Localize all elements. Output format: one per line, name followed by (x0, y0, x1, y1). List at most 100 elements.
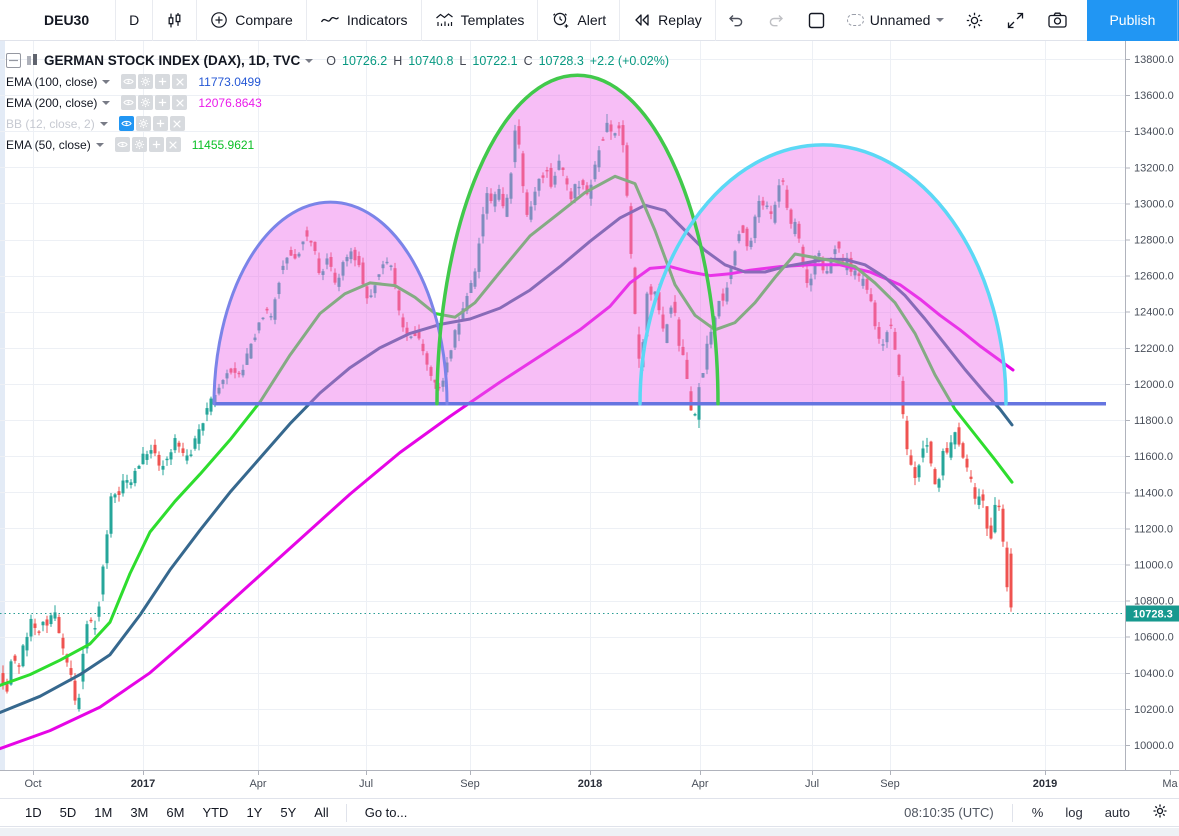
chevron-down-icon (102, 100, 111, 105)
indicator-settings-button[interactable] (138, 74, 154, 89)
divider (1011, 803, 1013, 822)
indicator-label[interactable]: EMA (100, close) (6, 74, 98, 89)
indicator-label[interactable]: BB (12, close, 2) (6, 116, 95, 131)
price-tick-label: 11600.0 (1134, 451, 1173, 463)
candlestick-icon (166, 12, 183, 29)
price-tick-label: 11200.0 (1134, 523, 1173, 535)
low-label: L (459, 53, 467, 68)
indicator-buttons (114, 137, 181, 152)
pattern-arc-left-shoulder[interactable] (212, 200, 449, 406)
layout-square-icon (807, 11, 826, 30)
indicator-remove-button[interactable] (172, 74, 188, 89)
alert-clock-icon (551, 11, 570, 30)
indicator-settings-button[interactable] (135, 116, 151, 131)
chevron-down-icon (99, 121, 108, 126)
divider (619, 0, 621, 41)
object-tree-icon[interactable] (6, 53, 21, 68)
toggle-visibility-button[interactable] (118, 116, 134, 131)
ema-line-50[interactable] (0, 174, 1014, 687)
open-label: O (326, 53, 337, 68)
symbol-button[interactable]: DEU30 (44, 12, 90, 28)
replay-button[interactable]: Replay (620, 0, 715, 41)
indicator-remove-button[interactable] (165, 137, 181, 152)
current-price-value: 10728.3 (1133, 609, 1173, 621)
indicator-buttons (121, 74, 188, 89)
range-button-all[interactable]: All (314, 805, 329, 820)
chart-left-edge (0, 41, 5, 770)
series-title[interactable]: GERMAN STOCK INDEX (DAX), 1D, TVC (44, 53, 301, 68)
alert-button[interactable]: Alert (538, 0, 619, 41)
axis-settings-button[interactable] (1141, 803, 1179, 822)
indicator-add-button[interactable] (155, 74, 171, 89)
auto-scale-button[interactable]: auto (1104, 805, 1130, 820)
indicator-value: 11455.9621 (191, 137, 255, 152)
pattern-arc-right-shoulder[interactable] (638, 143, 1008, 406)
range-button-ytd[interactable]: YTD (202, 805, 229, 820)
ema-line-100[interactable] (0, 203, 1014, 714)
top-toolbar-right: Unnamed (796, 0, 1179, 41)
log-scale-button[interactable]: log (1065, 805, 1083, 820)
pattern-fill[interactable] (214, 75, 1006, 404)
range-button-1d[interactable]: 1D (25, 805, 42, 820)
low-value: 10722.1 (472, 53, 518, 68)
replay-label: Replay (658, 12, 702, 28)
indicator-row: EMA (100, close) 11773.0499 (6, 71, 669, 92)
chart-style-button[interactable] (153, 0, 196, 41)
range-button-1y[interactable]: 1Y (246, 805, 263, 820)
undo-button[interactable] (716, 0, 756, 41)
screenshot-button[interactable] (1036, 0, 1079, 41)
price-tick-label: 13000.0 (1134, 198, 1174, 210)
price-tick-label: 13600.0 (1134, 90, 1174, 102)
indicator-settings-button[interactable] (131, 137, 147, 152)
indicators-button[interactable]: Indicators (307, 0, 421, 41)
toggle-visibility-button[interactable] (121, 95, 137, 110)
fullscreen-button[interactable] (995, 0, 1036, 41)
range-button-5y[interactable]: 5Y (280, 805, 297, 820)
toggle-visibility-button[interactable] (121, 74, 137, 89)
price-tick-label: 10400.0 (1134, 668, 1174, 680)
goto-button[interactable]: Go to... (364, 805, 408, 820)
time-tick-label: Apr (691, 778, 708, 790)
time-tick-label: Jul (805, 778, 819, 790)
pattern-arc-head[interactable] (435, 73, 720, 406)
percent-scale-button[interactable]: % (1031, 805, 1044, 820)
range-button-1m[interactable]: 1M (94, 805, 113, 820)
indicator-remove-button[interactable] (169, 116, 185, 131)
indicator-label[interactable]: EMA (200, close) (6, 95, 98, 110)
redo-button[interactable] (756, 0, 796, 41)
time-tick-label: 2019 (1033, 778, 1057, 790)
compare-button[interactable]: Compare (197, 0, 306, 41)
publish-button[interactable]: Publish (1109, 12, 1156, 28)
indicator-add-button[interactable] (152, 116, 168, 131)
ema-line-200[interactable] (0, 263, 1015, 751)
indicator-add-button[interactable] (148, 137, 164, 152)
range-button-5d[interactable]: 5D (59, 805, 77, 820)
bottom-toolbar-right: 08:10:35 (UTC) % log auto (894, 803, 1179, 822)
chart-legend: GERMAN STOCK INDEX (DAX), 1D, TVC O 10726… (6, 50, 669, 155)
chart-properties-button[interactable] (954, 0, 995, 41)
price-tick-label: 11400.0 (1134, 487, 1173, 499)
range-button-3m[interactable]: 3M (130, 805, 149, 820)
price-tick-label: 10200.0 (1134, 704, 1174, 716)
close-value: 10728.3 (538, 53, 584, 68)
time-tick-label: Sep (880, 778, 900, 790)
indicator-rows: EMA (100, close) 11773.0499 EMA (200, clos… (6, 71, 669, 155)
indicator-settings-button[interactable] (138, 95, 154, 110)
divider (196, 0, 198, 41)
indicator-add-button[interactable] (155, 95, 171, 110)
compare-plus-icon (210, 11, 228, 29)
chevron-down-icon (95, 142, 104, 147)
toggle-visibility-button[interactable] (114, 137, 130, 152)
indicator-label[interactable]: EMA (50, close) (6, 137, 91, 152)
change-value: +2.2 (+0.02%) (589, 53, 669, 68)
range-button-6m[interactable]: 6M (166, 805, 185, 820)
layout-name-button[interactable]: Unnamed (837, 0, 955, 41)
indicator-value: 11773.0499 (198, 74, 261, 89)
templates-button[interactable]: Templates (422, 0, 538, 41)
layout-select-button[interactable] (796, 0, 837, 41)
indicator-remove-button[interactable] (172, 95, 188, 110)
chevron-down-icon[interactable] (305, 58, 314, 63)
clock[interactable]: 08:10:35 (UTC) (904, 805, 994, 820)
interval-button[interactable]: D (129, 12, 140, 28)
